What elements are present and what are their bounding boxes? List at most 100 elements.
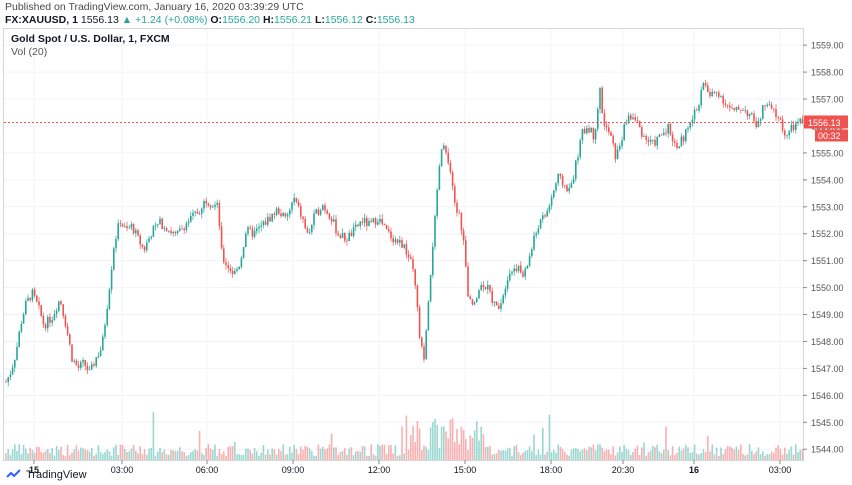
candle-body bbox=[698, 105, 700, 111]
chart-frame[interactable] bbox=[3, 28, 804, 461]
volume-bar bbox=[126, 451, 128, 460]
volume-bar bbox=[280, 451, 282, 460]
volume-bar bbox=[196, 450, 199, 460]
candle-body bbox=[91, 364, 93, 370]
footer-brand[interactable]: TradingView bbox=[6, 469, 87, 481]
volume-bar bbox=[36, 446, 38, 460]
volume-bar bbox=[348, 448, 350, 460]
candle-body bbox=[66, 326, 69, 335]
volume-bar bbox=[773, 452, 775, 460]
volume-bar bbox=[249, 450, 251, 460]
volume-bar bbox=[223, 451, 225, 460]
candle-body bbox=[561, 175, 564, 186]
candle-body bbox=[623, 124, 625, 141]
volume-bar bbox=[768, 454, 771, 460]
candle-body bbox=[396, 239, 399, 243]
candle-body bbox=[154, 225, 157, 227]
volume-bar bbox=[784, 447, 786, 460]
candle-body bbox=[713, 91, 716, 93]
volume-bar bbox=[621, 451, 623, 460]
candle-body bbox=[423, 346, 425, 360]
candle-body bbox=[99, 350, 102, 356]
y-tick-label: 1559.00 bbox=[811, 41, 844, 51]
candle-body bbox=[707, 85, 709, 93]
volume-bar bbox=[93, 455, 95, 460]
volume-bar bbox=[401, 426, 403, 460]
candle-body bbox=[786, 135, 788, 137]
volume-bar bbox=[634, 448, 636, 460]
candle-body bbox=[689, 122, 691, 128]
volume-bar bbox=[608, 449, 610, 460]
candle-body bbox=[759, 118, 762, 121]
volume-bar bbox=[513, 446, 515, 460]
candle-body bbox=[674, 141, 676, 143]
volume-bar bbox=[462, 430, 465, 460]
candle-body bbox=[209, 205, 212, 208]
candle-body bbox=[779, 117, 782, 120]
volume-bar bbox=[121, 444, 124, 460]
volume-bar bbox=[192, 451, 194, 460]
volume-bar bbox=[429, 427, 432, 460]
volume-bar bbox=[630, 455, 632, 460]
volume-bar bbox=[713, 454, 716, 460]
volume-bar bbox=[753, 453, 755, 460]
volume-bar bbox=[372, 454, 375, 460]
candle-body bbox=[676, 142, 678, 148]
volume-bar bbox=[236, 454, 238, 460]
volume-bar bbox=[788, 449, 790, 460]
volume-bar bbox=[588, 446, 590, 460]
volume-bar bbox=[693, 444, 696, 460]
volume-bar bbox=[201, 453, 203, 460]
volume-bar bbox=[306, 446, 309, 460]
volume-bar bbox=[537, 449, 540, 460]
volume-bar bbox=[62, 454, 64, 460]
volume-bar bbox=[557, 444, 559, 460]
candle-body bbox=[368, 220, 370, 227]
candle-body bbox=[326, 210, 328, 214]
volume-bar bbox=[25, 448, 27, 460]
volume-bar bbox=[619, 446, 621, 460]
candle-body bbox=[403, 244, 405, 248]
legend-volume: Vol (20) bbox=[11, 46, 48, 58]
candle-body bbox=[242, 247, 245, 258]
y-tick-label: 1557.00 bbox=[811, 95, 844, 105]
candle-body bbox=[223, 248, 225, 263]
volume-bar bbox=[295, 449, 298, 460]
candle-body bbox=[643, 136, 645, 137]
candle-body bbox=[755, 121, 757, 128]
candle-body bbox=[553, 190, 555, 198]
high-value: 1556.21 bbox=[274, 14, 313, 26]
volume-bar bbox=[119, 444, 122, 460]
y-tick-label: 1552.00 bbox=[811, 229, 844, 239]
volume-bar bbox=[284, 454, 287, 460]
volume-bar bbox=[680, 450, 683, 460]
volume-bar bbox=[366, 455, 368, 460]
candle-body bbox=[504, 288, 507, 296]
y-tick-label: 1544.00 bbox=[811, 445, 844, 455]
symbol[interactable]: FX:XAUUSD, 1 bbox=[5, 14, 78, 26]
candle-body bbox=[564, 185, 566, 187]
candle-body bbox=[174, 231, 177, 234]
volume-bar bbox=[242, 454, 245, 460]
volume-bar bbox=[687, 447, 689, 460]
volume-bar bbox=[9, 455, 12, 460]
volume-bar bbox=[80, 447, 82, 460]
candle-body bbox=[20, 323, 23, 332]
volume-bar bbox=[751, 450, 753, 460]
volume-bar bbox=[137, 453, 139, 460]
volume-bar bbox=[704, 451, 707, 460]
volume-bar bbox=[212, 450, 214, 460]
volume-bar bbox=[97, 445, 100, 460]
candle-body bbox=[669, 123, 672, 135]
volume-bar bbox=[383, 444, 386, 460]
candle-body bbox=[359, 221, 361, 227]
volume-bar bbox=[22, 444, 25, 460]
candle-body bbox=[737, 106, 740, 110]
volume-bar bbox=[399, 455, 401, 460]
volume-bar bbox=[586, 450, 588, 460]
candle-body bbox=[84, 360, 86, 366]
open-value: 1556.20 bbox=[222, 14, 261, 26]
y-tick-label: 1554.00 bbox=[811, 175, 844, 185]
volume-bar bbox=[689, 453, 691, 460]
